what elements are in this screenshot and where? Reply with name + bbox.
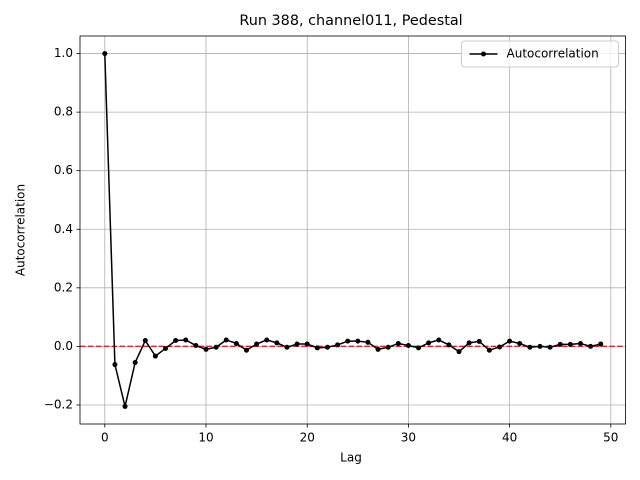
data-point xyxy=(142,338,148,344)
data-point xyxy=(274,340,280,346)
data-point xyxy=(496,344,502,350)
data-point xyxy=(395,340,401,346)
x-tick-label: 10 xyxy=(198,431,213,445)
data-point xyxy=(507,338,513,344)
data-point xyxy=(223,337,229,343)
data-point xyxy=(264,337,270,343)
x-tick-label: 40 xyxy=(502,431,517,445)
data-point xyxy=(557,341,563,347)
data-point xyxy=(355,338,361,344)
y-tick-label: 0.2 xyxy=(54,280,73,294)
legend-marker xyxy=(481,51,486,57)
data-point xyxy=(152,353,158,359)
data-point xyxy=(304,341,310,347)
data-point xyxy=(122,403,128,409)
x-tick-label: 30 xyxy=(401,431,416,445)
data-point xyxy=(385,344,391,350)
data-point xyxy=(365,339,371,345)
y-axis-label: Autocorrelation xyxy=(14,184,28,276)
data-point xyxy=(405,343,411,349)
data-point xyxy=(345,338,351,344)
data-point xyxy=(598,341,604,347)
x-tick-label: 20 xyxy=(300,431,315,445)
y-tick-label: 0.8 xyxy=(54,105,73,119)
legend-box xyxy=(461,40,619,68)
x-axis-label: Lag xyxy=(340,451,362,465)
legend: Autocorrelation xyxy=(461,40,619,68)
data-point xyxy=(163,345,169,351)
data-point xyxy=(213,344,219,350)
data-point xyxy=(314,345,320,351)
plot-frame xyxy=(79,35,626,425)
data-point xyxy=(254,341,260,347)
data-point xyxy=(183,337,189,343)
data-point xyxy=(416,345,422,351)
data-point xyxy=(527,344,533,350)
data-point xyxy=(456,349,462,355)
data-point xyxy=(466,340,472,346)
data-point xyxy=(426,340,432,346)
data-point xyxy=(203,346,209,352)
data-point xyxy=(193,343,199,349)
data-point xyxy=(233,340,239,346)
data-point xyxy=(446,342,452,348)
y-tick-label: 1.0 xyxy=(54,46,73,60)
y-tick-label: −0.2 xyxy=(44,397,73,411)
x-tick-label: 0 xyxy=(101,431,109,445)
data-point xyxy=(324,344,330,350)
data-point xyxy=(173,338,179,344)
data-point xyxy=(577,340,583,346)
data-point xyxy=(517,340,523,346)
data-point xyxy=(132,360,138,366)
data-point xyxy=(335,342,341,348)
data-point xyxy=(294,341,300,347)
y-tick-label: 0.0 xyxy=(54,339,73,353)
data-point xyxy=(102,51,108,57)
data-point xyxy=(375,346,381,352)
legend-label: Autocorrelation xyxy=(507,47,599,61)
data-point xyxy=(243,347,249,353)
x-tick-label: 50 xyxy=(603,431,618,445)
data-point xyxy=(588,343,594,349)
y-tick-label: 0.6 xyxy=(54,163,73,177)
data-point xyxy=(547,344,553,350)
data-point xyxy=(284,344,290,350)
data-point xyxy=(537,343,543,349)
data-point xyxy=(567,341,573,347)
data-point xyxy=(112,362,118,368)
y-tick-label: 0.4 xyxy=(54,222,73,236)
data-point xyxy=(486,347,492,353)
chart-title: Run 388, channel011, Pedestal xyxy=(239,13,462,29)
data-point xyxy=(436,337,442,343)
data-point xyxy=(476,338,482,344)
